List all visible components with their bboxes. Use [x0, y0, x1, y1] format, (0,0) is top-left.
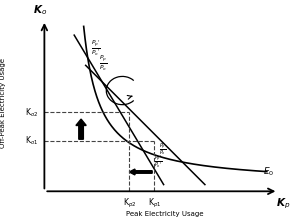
Text: K$_p$: K$_p$	[276, 196, 290, 211]
FancyArrow shape	[76, 119, 86, 139]
Text: $\frac{P_p}{P_o}$: $\frac{P_p}{P_o}$	[99, 54, 107, 73]
Text: E$_0$: E$_0$	[263, 166, 275, 178]
Text: Off-Peak Electricity Usage: Off-Peak Electricity Usage	[1, 58, 6, 148]
FancyArrow shape	[129, 169, 152, 175]
Text: Peak Electricity Usage: Peak Electricity Usage	[126, 211, 204, 217]
Text: $\frac{P_p{}'}{P_o{}'}$: $\frac{P_p{}'}{P_o{}'}$	[154, 154, 163, 170]
Text: $\frac{P_p}{P_o}$: $\frac{P_p}{P_o}$	[159, 142, 166, 158]
Text: $\frac{P_p{}'}{P_o{}'}$: $\frac{P_p{}'}{P_o{}'}$	[91, 39, 101, 58]
Text: K$_{p2}$: K$_{p2}$	[122, 197, 136, 210]
Text: K$_o$: K$_o$	[33, 3, 47, 17]
Text: K$_{p1}$: K$_{p1}$	[148, 197, 161, 210]
Text: K$_{o1}$: K$_{o1}$	[25, 135, 39, 147]
Text: K$_{o2}$: K$_{o2}$	[25, 106, 39, 119]
